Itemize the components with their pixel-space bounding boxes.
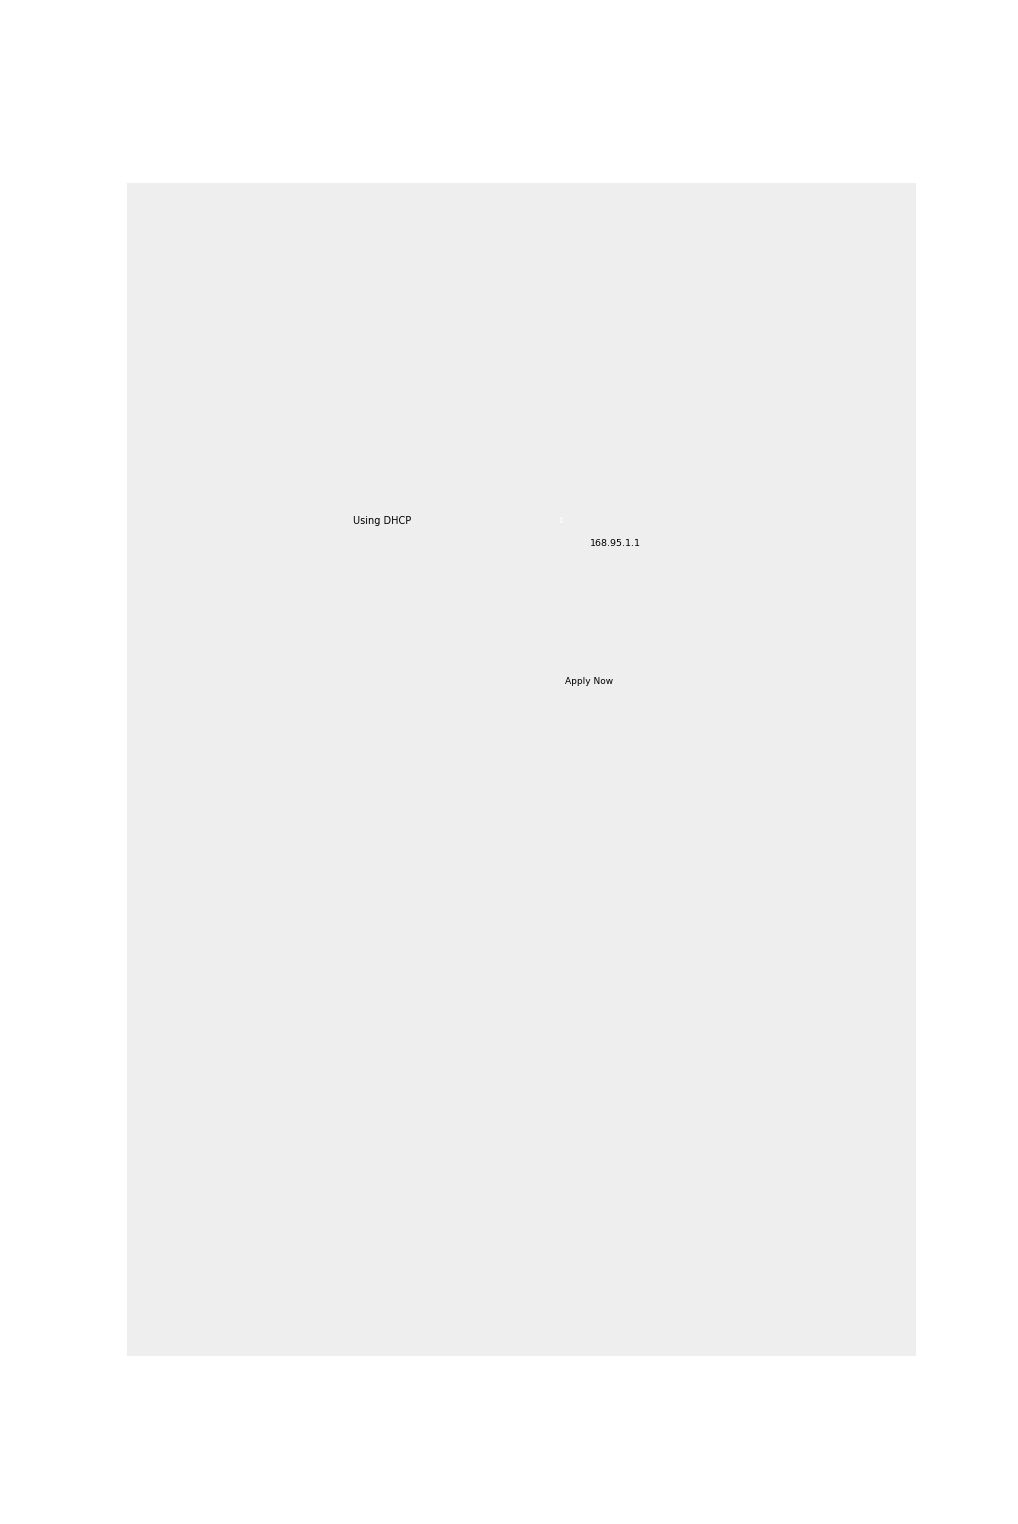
FancyBboxPatch shape bbox=[155, 664, 640, 700]
Text: From the: From the bbox=[184, 739, 243, 753]
FancyBboxPatch shape bbox=[457, 439, 469, 465]
Text: ↕: ↕ bbox=[460, 447, 467, 456]
Text: Click: Click bbox=[168, 852, 203, 864]
Text: For statically assigned settings, do the following:: For statically assigned settings, do the… bbox=[168, 710, 474, 724]
Text: Network: Network bbox=[339, 351, 373, 360]
Text: box, select: box, select bbox=[283, 739, 359, 753]
Text: Show All: Show All bbox=[189, 351, 223, 360]
Text: Configure: Configure bbox=[230, 739, 298, 753]
Text: Apply Now: Apply Now bbox=[565, 677, 613, 686]
Text: Automatic: Automatic bbox=[378, 410, 429, 421]
Text: •: • bbox=[173, 739, 180, 753]
Text: Check your TCP/IP properties in the: Check your TCP/IP properties in the bbox=[188, 985, 413, 997]
Text: Figure 85: Figure 85 bbox=[151, 265, 222, 277]
Text: Domain Name Servers  (Optional): Domain Name Servers (Optional) bbox=[587, 512, 730, 521]
FancyBboxPatch shape bbox=[520, 405, 532, 428]
Text: Proxies: Proxies bbox=[499, 472, 532, 482]
Text: Built-in Ethernet: Built-in Ethernet bbox=[240, 445, 321, 456]
Text: 🔒  Click the lock to prevent further changes.: 🔒 Click the lock to prevent further chan… bbox=[186, 677, 372, 686]
Text: box.: box. bbox=[503, 823, 533, 837]
FancyBboxPatch shape bbox=[834, 1303, 912, 1352]
Text: Network: Network bbox=[373, 285, 422, 297]
FancyBboxPatch shape bbox=[169, 602, 626, 614]
Text: box.: box. bbox=[401, 796, 432, 808]
Text: Macintosh OS X: Network: Macintosh OS X: Network bbox=[210, 265, 391, 277]
Text: Apply Now: Apply Now bbox=[194, 852, 269, 864]
Circle shape bbox=[188, 283, 197, 297]
Text: PPPoE: PPPoE bbox=[364, 472, 393, 482]
Text: Example: apple.com, earthlink.net: Example: apple.com, earthlink.net bbox=[587, 707, 720, 715]
Text: •: • bbox=[173, 767, 180, 780]
FancyBboxPatch shape bbox=[169, 527, 626, 539]
FancyBboxPatch shape bbox=[169, 565, 626, 578]
FancyBboxPatch shape bbox=[169, 503, 626, 515]
Text: ↕: ↕ bbox=[523, 411, 530, 419]
Text: •: • bbox=[173, 823, 180, 837]
Text: 255.255.254.0: 255.255.254.0 bbox=[349, 608, 420, 617]
Text: ↕: ↕ bbox=[557, 517, 564, 526]
FancyBboxPatch shape bbox=[169, 626, 626, 639]
Text: Type your subnet mask in the: Type your subnet mask in the bbox=[184, 796, 373, 808]
FancyBboxPatch shape bbox=[169, 652, 626, 664]
Text: Type your IP address in the: Type your IP address in the bbox=[184, 767, 357, 780]
FancyBboxPatch shape bbox=[169, 614, 626, 626]
Text: 192.168.10.11: 192.168.10.11 bbox=[349, 645, 419, 655]
Text: Using DHCP: Using DHCP bbox=[353, 515, 411, 526]
FancyBboxPatch shape bbox=[169, 491, 626, 503]
Text: 192.168.11.12: 192.168.11.12 bbox=[349, 565, 419, 575]
Text: (Optional): (Optional) bbox=[349, 701, 389, 710]
Circle shape bbox=[175, 283, 185, 297]
Text: Startup Disk: Startup Disk bbox=[410, 351, 460, 360]
Text: Network: Network bbox=[363, 985, 422, 997]
FancyBboxPatch shape bbox=[169, 491, 626, 664]
Text: Configure:: Configure: bbox=[292, 515, 343, 526]
Text: DHCP Client ID:: DHCP Client ID: bbox=[267, 680, 343, 690]
Text: Verifying Settings: Verifying Settings bbox=[151, 942, 286, 956]
Text: 5: 5 bbox=[151, 852, 160, 864]
FancyBboxPatch shape bbox=[169, 639, 626, 652]
Text: Router address: Router address bbox=[419, 823, 527, 837]
Text: Displays: Displays bbox=[272, 351, 305, 360]
Text: IP Address:: IP Address: bbox=[289, 565, 343, 575]
Text: Turn on your ZyXEL Device and restart your computer (if prompted).: Turn on your ZyXEL Device and restart yo… bbox=[168, 879, 597, 893]
Text: Manually: Manually bbox=[342, 739, 405, 753]
Circle shape bbox=[163, 283, 172, 297]
Text: (Provided by DHCP Server): (Provided by DHCP Server) bbox=[349, 582, 456, 591]
Text: 168.95.1.1: 168.95.1.1 bbox=[590, 538, 641, 547]
Text: TCP/IP: TCP/IP bbox=[307, 472, 336, 482]
Text: Location:: Location: bbox=[320, 410, 367, 421]
Text: Search Domains         (Optional): Search Domains (Optional) bbox=[587, 584, 722, 593]
Text: 6: 6 bbox=[151, 879, 160, 893]
Text: Router:: Router: bbox=[307, 645, 343, 655]
Text: IP Address: IP Address bbox=[319, 767, 393, 780]
FancyBboxPatch shape bbox=[155, 390, 640, 700]
Text: ZyXEL NWA-1100 User’s Guide: ZyXEL NWA-1100 User’s Guide bbox=[151, 1308, 332, 1321]
Text: Appendix D Setting up Your Computer’s IP Address: Appendix D Setting up Your Computer’s IP… bbox=[592, 212, 893, 226]
FancyBboxPatch shape bbox=[169, 578, 626, 590]
Text: 151: 151 bbox=[850, 1317, 896, 1337]
FancyBboxPatch shape bbox=[155, 274, 640, 700]
Text: window.: window. bbox=[409, 985, 463, 997]
Text: Subnet mask: Subnet mask bbox=[331, 796, 422, 808]
FancyBboxPatch shape bbox=[169, 552, 626, 565]
Text: 00:05:02:43:93:ff: 00:05:02:43:93:ff bbox=[349, 715, 434, 725]
Text: Subnet Mask:: Subnet Mask: bbox=[276, 608, 343, 617]
Text: •: • bbox=[173, 796, 180, 808]
FancyBboxPatch shape bbox=[155, 274, 640, 308]
FancyBboxPatch shape bbox=[155, 308, 640, 390]
Text: and close the window.: and close the window. bbox=[252, 852, 395, 864]
FancyBboxPatch shape bbox=[169, 515, 626, 527]
